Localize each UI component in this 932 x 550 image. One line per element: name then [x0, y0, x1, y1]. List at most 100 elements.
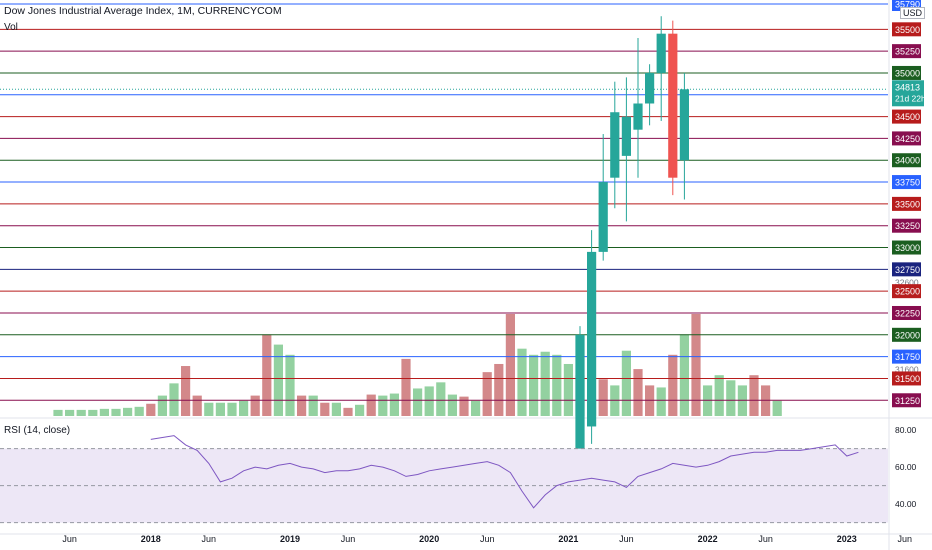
level-label: 33250: [895, 221, 920, 231]
level-label-box: [892, 175, 921, 190]
candle-body: [598, 182, 608, 252]
volume-bar: [413, 388, 423, 416]
volume-bar: [273, 344, 283, 416]
currency-label[interactable]: USD: [900, 7, 926, 19]
volume-bar: [239, 400, 249, 416]
level-label-box: [892, 109, 921, 124]
time-tick-label: Jun: [619, 534, 634, 544]
candle-body: [610, 112, 620, 178]
volume-bar: [378, 395, 388, 416]
level-label-box: [892, 153, 921, 168]
time-tick-label: Jun: [202, 534, 217, 544]
volume-bar: [563, 363, 573, 416]
level-label: 35790: [895, 0, 920, 10]
volume-bar: [308, 395, 318, 416]
volume-bar: [505, 314, 515, 416]
level-label: 33500: [895, 199, 920, 209]
level-label: 32750: [895, 265, 920, 275]
volume-bar: [552, 354, 562, 416]
level-label: 31750: [895, 352, 920, 362]
volume-bar: [749, 375, 759, 416]
last-price-countdown: 21d 22h: [895, 93, 926, 103]
candle-body: [656, 33, 666, 73]
volume-bar: [134, 406, 144, 416]
volume-bar: [529, 354, 539, 416]
time-tick-label: 2022: [698, 534, 718, 544]
last-price-label: 34813: [895, 82, 920, 92]
last-price-box: [892, 80, 924, 107]
time-tick-label: Jun: [341, 534, 356, 544]
level-label-box: [892, 0, 921, 11]
level-label: 34250: [895, 134, 920, 144]
volume-bar: [65, 409, 75, 416]
volume-bar: [320, 402, 330, 416]
level-label: 32250: [895, 308, 920, 318]
candle-body: [621, 116, 631, 156]
volume-bar: [227, 402, 237, 416]
time-tick-label: Jun: [898, 534, 913, 544]
level-label-box: [892, 305, 921, 320]
time-tick-label: 2020: [419, 534, 439, 544]
level-label: 31500: [895, 374, 920, 384]
rsi-label: RSI (14, close): [4, 425, 71, 436]
volume-bar: [192, 395, 202, 416]
level-label-box: [892, 393, 921, 408]
level-label-box: [892, 22, 921, 37]
volume-bar: [656, 387, 666, 416]
level-label-box: [892, 349, 921, 364]
volume-bar: [772, 400, 782, 416]
volume-bar: [389, 393, 399, 416]
volume-bar: [494, 363, 504, 416]
volume-bar: [204, 402, 214, 416]
volume-bar: [331, 402, 341, 416]
level-label-box: [892, 218, 921, 233]
time-tick-label: Jun: [758, 534, 773, 544]
time-tick-label: 2021: [558, 534, 578, 544]
volume-bar: [598, 379, 608, 416]
level-label-box: [892, 65, 921, 80]
time-tick-label: Jun: [62, 534, 77, 544]
level-label-box: [892, 240, 921, 255]
volume-bar: [726, 380, 736, 416]
volume-bar: [459, 396, 469, 416]
volume-bar: [424, 386, 434, 416]
candle-body: [679, 89, 689, 161]
candle-body: [668, 33, 678, 178]
volume-bar: [633, 369, 643, 416]
volume-bar: [366, 394, 376, 416]
volume-bar: [540, 351, 550, 416]
volume-label: Vol: [4, 22, 18, 33]
price-tick-label: 32600: [895, 277, 919, 287]
time-tick-label: Jun: [480, 534, 495, 544]
volume-bar: [111, 408, 121, 416]
volume-bar: [517, 348, 527, 416]
level-label-box: [892, 262, 921, 277]
candle-body: [575, 334, 585, 466]
volume-bar: [76, 409, 86, 416]
rsi-line: [150, 435, 859, 509]
volume-bar: [285, 354, 295, 416]
volume-bar: [88, 409, 98, 416]
level-label: 35500: [895, 25, 920, 35]
level-label: 31250: [895, 396, 920, 406]
volume-bar: [146, 403, 156, 416]
volume-bar: [668, 354, 678, 416]
level-label: 35250: [895, 47, 920, 57]
candle-body: [633, 103, 643, 130]
candle-body: [645, 72, 655, 104]
volume-bar: [157, 395, 167, 416]
time-tick-label: 2019: [280, 534, 300, 544]
level-label: 34500: [895, 112, 920, 122]
volume-bar: [447, 394, 457, 416]
volume-bar: [355, 404, 365, 416]
volume-bar: [436, 382, 446, 416]
volume-bar: [181, 366, 191, 416]
volume-bar: [679, 334, 689, 416]
level-label: 33750: [895, 178, 920, 188]
level-label-box: [892, 327, 921, 342]
volume-bar: [99, 408, 109, 416]
volume-bar: [471, 400, 481, 416]
chart-title: Dow Jones Industrial Average Index, 1M, …: [4, 5, 282, 17]
level-label: 33000: [895, 243, 920, 253]
